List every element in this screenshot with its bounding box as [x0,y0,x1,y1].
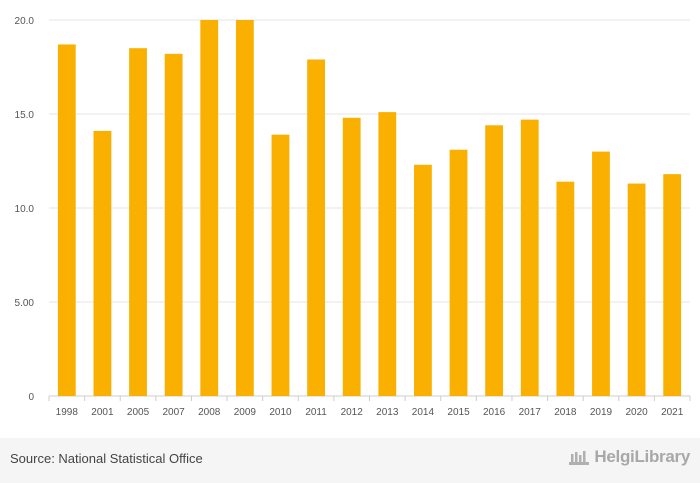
bar-2005[interactable] [129,48,147,396]
y-tick-label: 10.0 [15,204,35,215]
x-tick-label: 2012 [341,407,364,418]
x-axis-tick-labels: 1998 2001 2005 2007 2008 2009 2010 2011 2012 2013… [48,396,691,418]
bar-2001[interactable] [93,130,112,397]
bar-2007[interactable] [164,53,183,397]
bar-2013[interactable] [378,112,397,397]
brand-name: HelgiLibrary [594,447,690,466]
x-tick-label: 2020 [625,407,648,418]
x-tick-label: 2007 [163,407,186,418]
x-tick-label: 2015 [447,407,470,418]
y-tick-label: 20.0 [15,16,35,27]
x-tick-label: 2017 [519,407,542,418]
source-note: Source: National Statistical Office [10,451,203,466]
bar-2018[interactable] [556,181,575,396]
x-tick-label: 2009 [234,407,257,418]
library-logo-icon [569,451,590,465]
x-tick-label: 2019 [590,407,613,418]
x-tick-label: 1998 [56,407,79,418]
y-tick-label: 15.0 [15,110,35,121]
y-tick-label: 5.00 [15,298,35,309]
x-tick-label: 2018 [554,407,577,418]
bar-2017[interactable] [520,119,539,396]
y-axis-tick-labels: 0 5.00 10.0 15.0 20.0 [15,16,35,403]
x-tick-label: 2005 [127,407,150,418]
bar-2015[interactable] [449,149,468,396]
bar-2016[interactable] [485,125,504,396]
bar-2009[interactable] [235,20,254,396]
y-tick-label: 0 [28,392,34,403]
bar-2019[interactable] [592,151,610,396]
bar-1998[interactable] [57,44,76,396]
x-tick-label: 2008 [198,407,221,418]
x-tick-label: 2011 [305,407,327,418]
x-tick-label: 2016 [483,407,506,418]
x-tick-label: 2010 [269,407,292,418]
x-tick-label: 2014 [412,407,435,418]
bars [57,20,682,397]
bar-2021[interactable] [663,174,682,396]
x-tick-label: 2001 [91,407,114,418]
bar-2008[interactable] [200,20,219,396]
bar-2012[interactable] [342,117,361,396]
x-tick-label: 2013 [376,407,399,418]
bar-2011[interactable] [307,59,325,396]
footer: Source: National Statistical Office Helg… [0,438,700,483]
bar-chart: 0 5.00 10.0 15.0 20.0 1998 2001 2005 2007 2008 20… [15,16,691,418]
bar-2020[interactable] [627,183,646,396]
bar-2010[interactable] [271,134,290,396]
brand-link[interactable]: HelgiLibrary [568,447,690,467]
x-tick-label: 2021 [661,407,684,418]
bar-2014[interactable] [414,164,432,396]
